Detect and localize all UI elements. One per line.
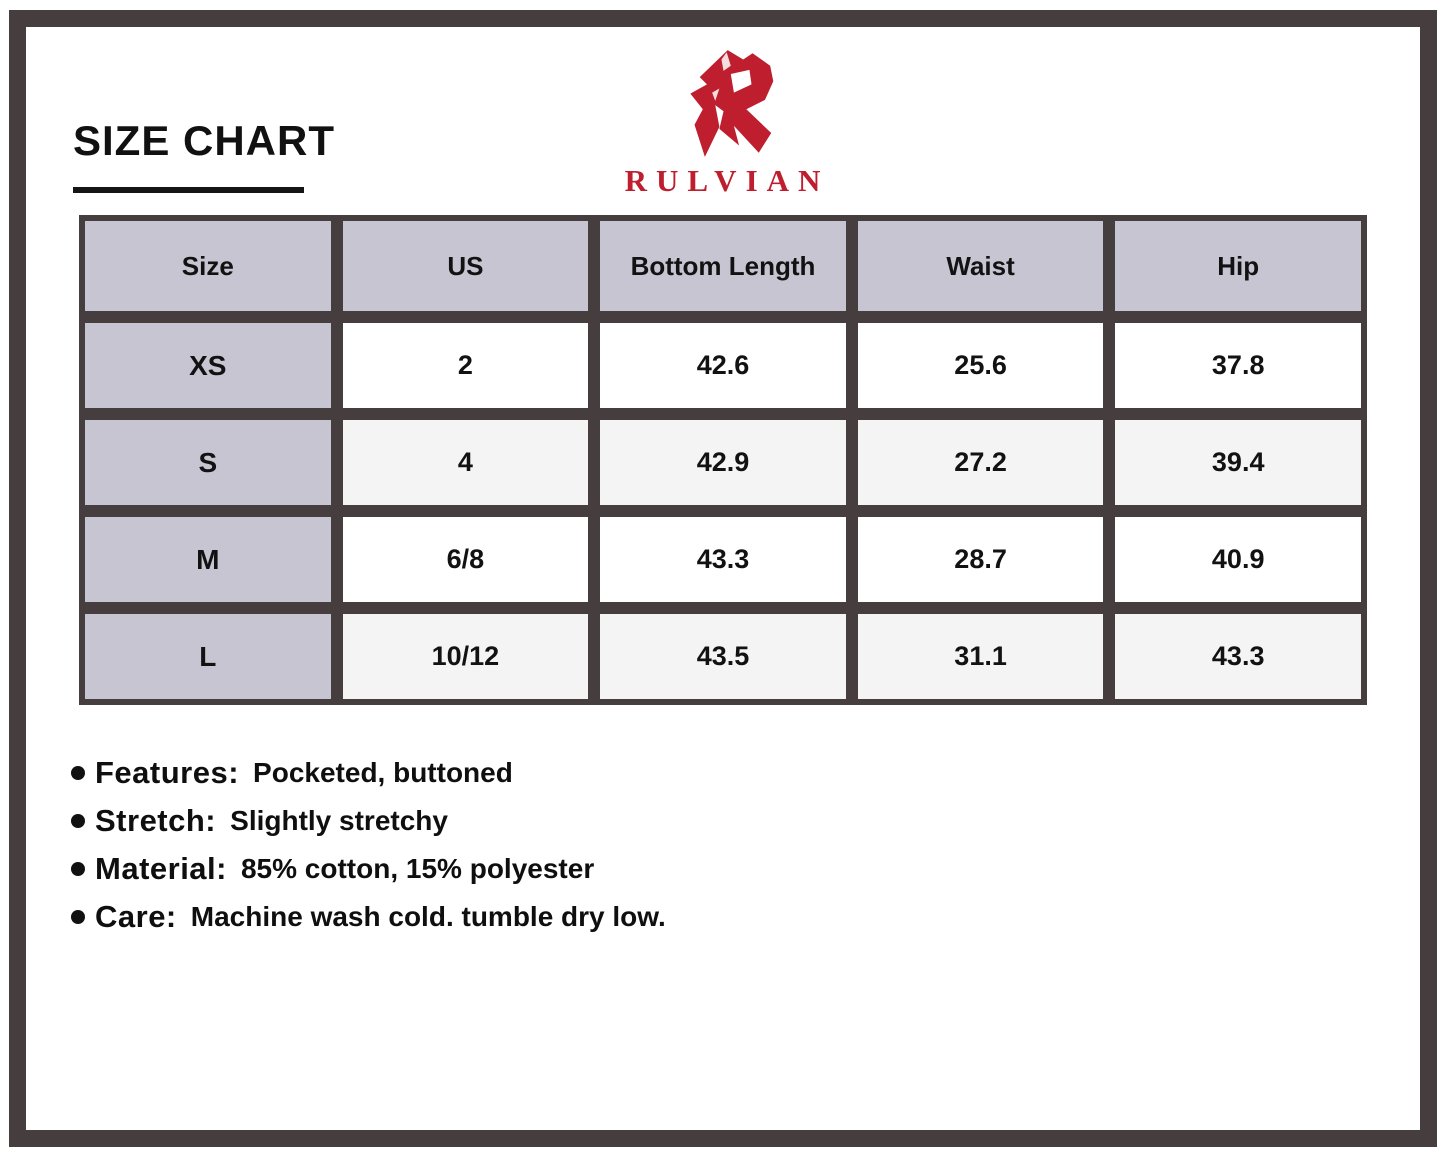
header-row: Size US Bottom Length Waist Hip [79, 215, 1367, 317]
us-cell: 2 [336, 317, 595, 414]
bullet-icon [71, 862, 85, 876]
size-cell: L [79, 608, 337, 705]
waist-cell: 27.2 [851, 414, 1110, 511]
bullet-icon [71, 910, 85, 924]
detail-value: Machine wash cold. tumble dry low. [190, 901, 666, 932]
bottom-length-cell: 42.9 [594, 414, 852, 511]
column-header-hip: Hip [1109, 215, 1367, 317]
hip-cell: 37.8 [1109, 317, 1367, 414]
table-row-xs: XS 2 42.6 25.6 37.8 [79, 317, 1367, 414]
waist-cell: 28.7 [851, 511, 1110, 608]
hip-cell: 43.3 [1109, 608, 1367, 705]
detail-item-features: Features: Pocketed, buttoned [71, 749, 666, 797]
detail-item-material: Material: 85% cotton, 15% polyester [71, 845, 666, 893]
waist-cell: 25.6 [851, 317, 1110, 414]
us-cell: 10/12 [336, 608, 595, 705]
product-details-list: Features: Pocketed, buttoned Stretch: Sl… [71, 749, 666, 941]
detail-label: Care: [95, 899, 177, 934]
rulvian-r-logo-icon [690, 50, 774, 157]
size-cell: M [79, 511, 337, 608]
detail-value: Pocketed, buttoned [253, 757, 513, 788]
detail-value: 85% cotton, 15% polyester [240, 853, 595, 884]
column-header-waist: Waist [851, 215, 1110, 317]
size-table: Size US Bottom Length Waist Hip XS 2 42.… [79, 215, 1367, 705]
brand-name: RULVIAN [624, 163, 830, 198]
detail-label: Stretch: [95, 803, 217, 838]
column-header-us: US [336, 215, 595, 317]
title-block: SIZE CHART [73, 120, 335, 193]
bullet-icon [71, 766, 85, 780]
table-row-s: S 4 42.9 27.2 39.4 [79, 414, 1367, 511]
detail-item-care: Care: Machine wash cold. tumble dry low. [71, 893, 666, 941]
waist-cell: 31.1 [851, 608, 1110, 705]
bottom-length-cell: 43.3 [594, 511, 852, 608]
hip-cell: 40.9 [1109, 511, 1367, 608]
column-header-size: Size [79, 215, 337, 317]
detail-label: Material: [95, 851, 227, 886]
us-cell: 6/8 [336, 511, 595, 608]
column-header-bottom-length: Bottom Length [594, 215, 852, 317]
hip-cell: 39.4 [1109, 414, 1367, 511]
table-row-l: L 10/12 43.5 31.1 43.3 [79, 608, 1367, 705]
size-cell: XS [79, 317, 337, 414]
detail-label: Features: [95, 755, 240, 790]
bottom-length-cell: 42.6 [594, 317, 852, 414]
bottom-length-cell: 43.5 [594, 608, 852, 705]
bullet-icon [71, 814, 85, 828]
size-cell: S [79, 414, 337, 511]
detail-item-stretch: Stretch: Slightly stretchy [71, 797, 666, 845]
table-row-m: M 6/8 43.3 28.7 40.9 [79, 511, 1367, 608]
title-underline [73, 187, 304, 193]
detail-value: Slightly stretchy [230, 805, 448, 836]
page-title: SIZE CHART [73, 117, 335, 164]
brand-logo: RULVIAN [0, 46, 1445, 199]
us-cell: 4 [336, 414, 595, 511]
